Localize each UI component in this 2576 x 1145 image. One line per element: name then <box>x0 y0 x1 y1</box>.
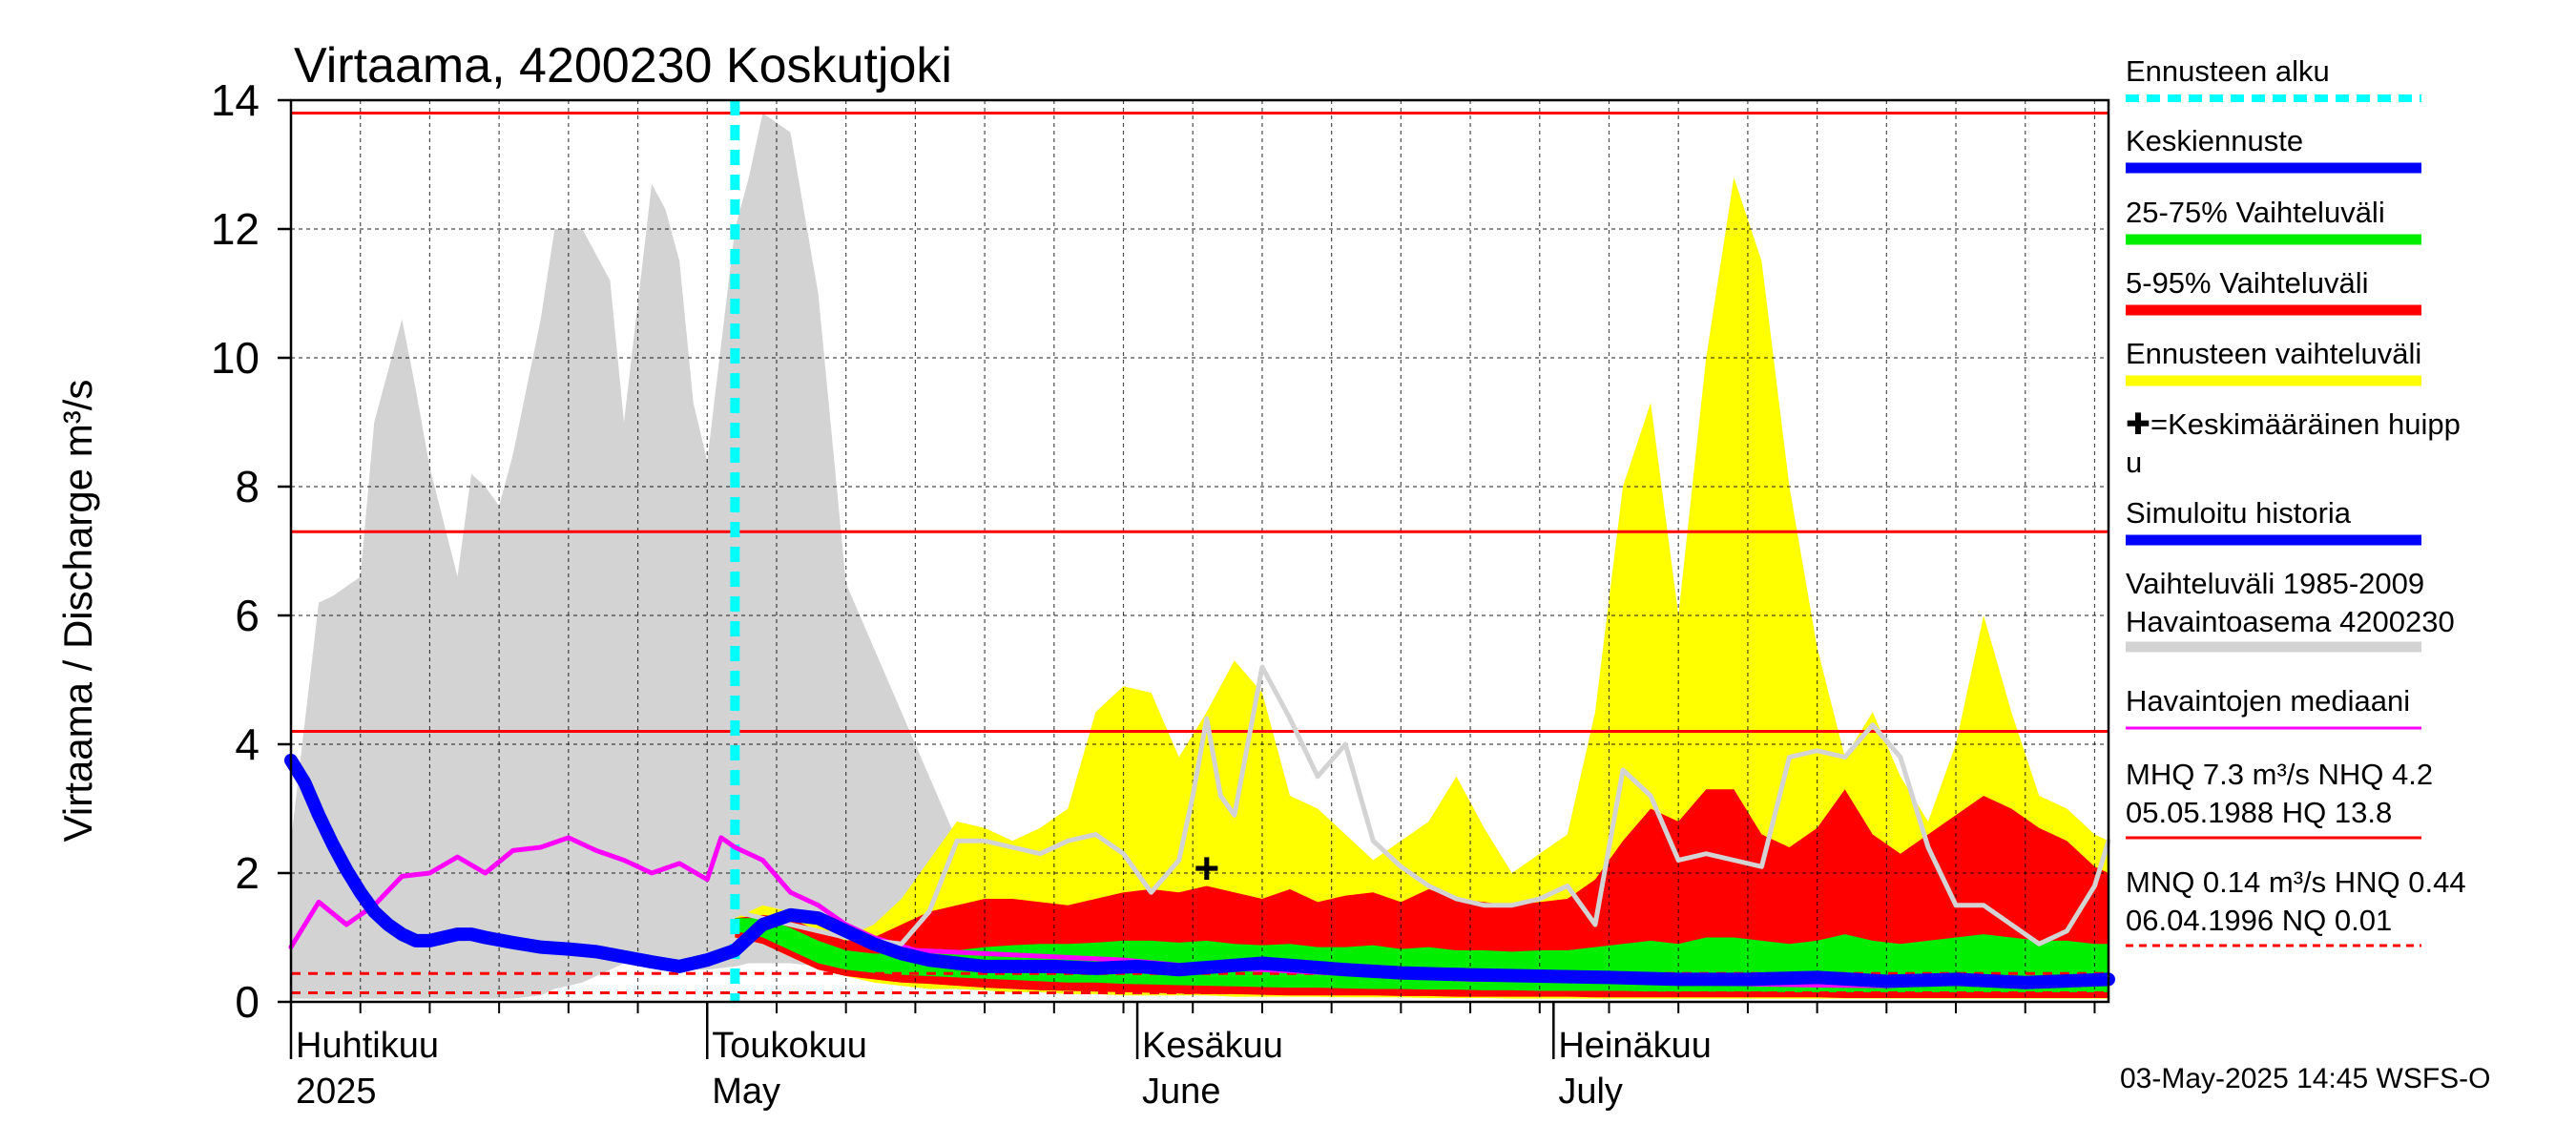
legend-item-9-label: Havaintojen mediaani <box>2126 684 2410 718</box>
legend-item-10-label: MHQ 7.3 m³/s NHQ 4.2 <box>2126 758 2433 791</box>
y-tick-label-14: 14 <box>211 75 260 125</box>
month-label-en-toukokuu: May <box>712 1072 780 1112</box>
month-label-fi-kes-kuu: Kesäkuu <box>1142 1026 1283 1066</box>
month-label-en-hein-kuu: July <box>1558 1072 1623 1112</box>
band-ennusteen-vaihteluv-li <box>735 177 2109 999</box>
y-tick-label-2: 2 <box>235 848 260 898</box>
legend-item-6-label: ✚=Keskimääräinen huipp <box>2126 407 2461 441</box>
series-lines: + <box>284 100 2115 1002</box>
plot-border <box>289 98 2110 1004</box>
x-axis: Huhtikuu 2025 Toukokuu May Kesäkuu June Heinäk… <box>289 1002 2096 1112</box>
legend-item-8-label: Vaihteluväli 1985-2009 <box>2126 567 2424 600</box>
month-label-en-huhtikuu: 2025 <box>296 1072 377 1112</box>
band-layer <box>291 113 2109 999</box>
legend-item-4-label: 5-95% Vaihteluväli <box>2126 266 2368 300</box>
chart-title: Virtaama, 4200230 Koskutjoki <box>294 38 952 94</box>
y-tick-label-0: 0 <box>235 977 260 1027</box>
line-simuloitu-historia-havainnot <box>732 664 2111 947</box>
footer-timestamp: 03-May-2025 14:45 WSFS-O <box>2120 1063 2491 1094</box>
month-label-fi-huhtikuu: Huhtikuu <box>296 1026 439 1066</box>
legend-item-3-label: 25-75% Vaihteluväli <box>2126 196 2385 229</box>
legend-item-8-label2: Havaintoasema 4200230 <box>2126 605 2455 638</box>
legend: Ennusteen alku Keskiennuste 25-75% Vaihtel… <box>2126 54 2466 947</box>
grid-layer <box>291 99 2109 1003</box>
y-tick-label-6: 6 <box>235 591 260 640</box>
y-tick-label-12: 12 <box>211 204 260 254</box>
legend-item-5-label: Ennusteen vaihteluväli <box>2126 337 2421 370</box>
month-label-fi-hein-kuu: Heinäkuu <box>1558 1026 1712 1066</box>
legend-item-2-label: Keskiennuste <box>2126 124 2303 157</box>
band-vaihteluv-li-1985-2009-havaintoasema-4200230 <box>291 113 1568 999</box>
y-tick-label-4: 4 <box>235 719 260 769</box>
legend-item-7-label: Simuloitu historia <box>2126 496 2352 530</box>
month-label-en-kes-kuu: June <box>1142 1072 1220 1112</box>
y-tick-label-8: 8 <box>235 462 260 511</box>
month-label-fi-toukokuu: Toukokuu <box>712 1026 867 1066</box>
plot-frame <box>289 98 2110 1004</box>
legend-item-11-label2: 06.04.1996 NQ 0.01 <box>2126 904 2392 937</box>
legend-item-10-label2: 05.05.1988 HQ 13.8 <box>2126 796 2392 829</box>
line-keskiennuste <box>284 753 2115 989</box>
legend-item-6-label2: u <box>2126 446 2142 479</box>
legend-item-11-label: MNQ 0.14 m³/s HNQ 0.44 <box>2126 865 2466 899</box>
legend-item-1-label: Ennusteen alku <box>2126 54 2330 88</box>
mean-peak-marker: + <box>1194 843 1219 892</box>
y-axis: 0 2 4 6 8 10 12 14 <box>211 75 291 1027</box>
y-axis-label: Virtaama / Discharge m³/s <box>55 380 100 843</box>
y-tick-label-10: 10 <box>211 333 260 383</box>
